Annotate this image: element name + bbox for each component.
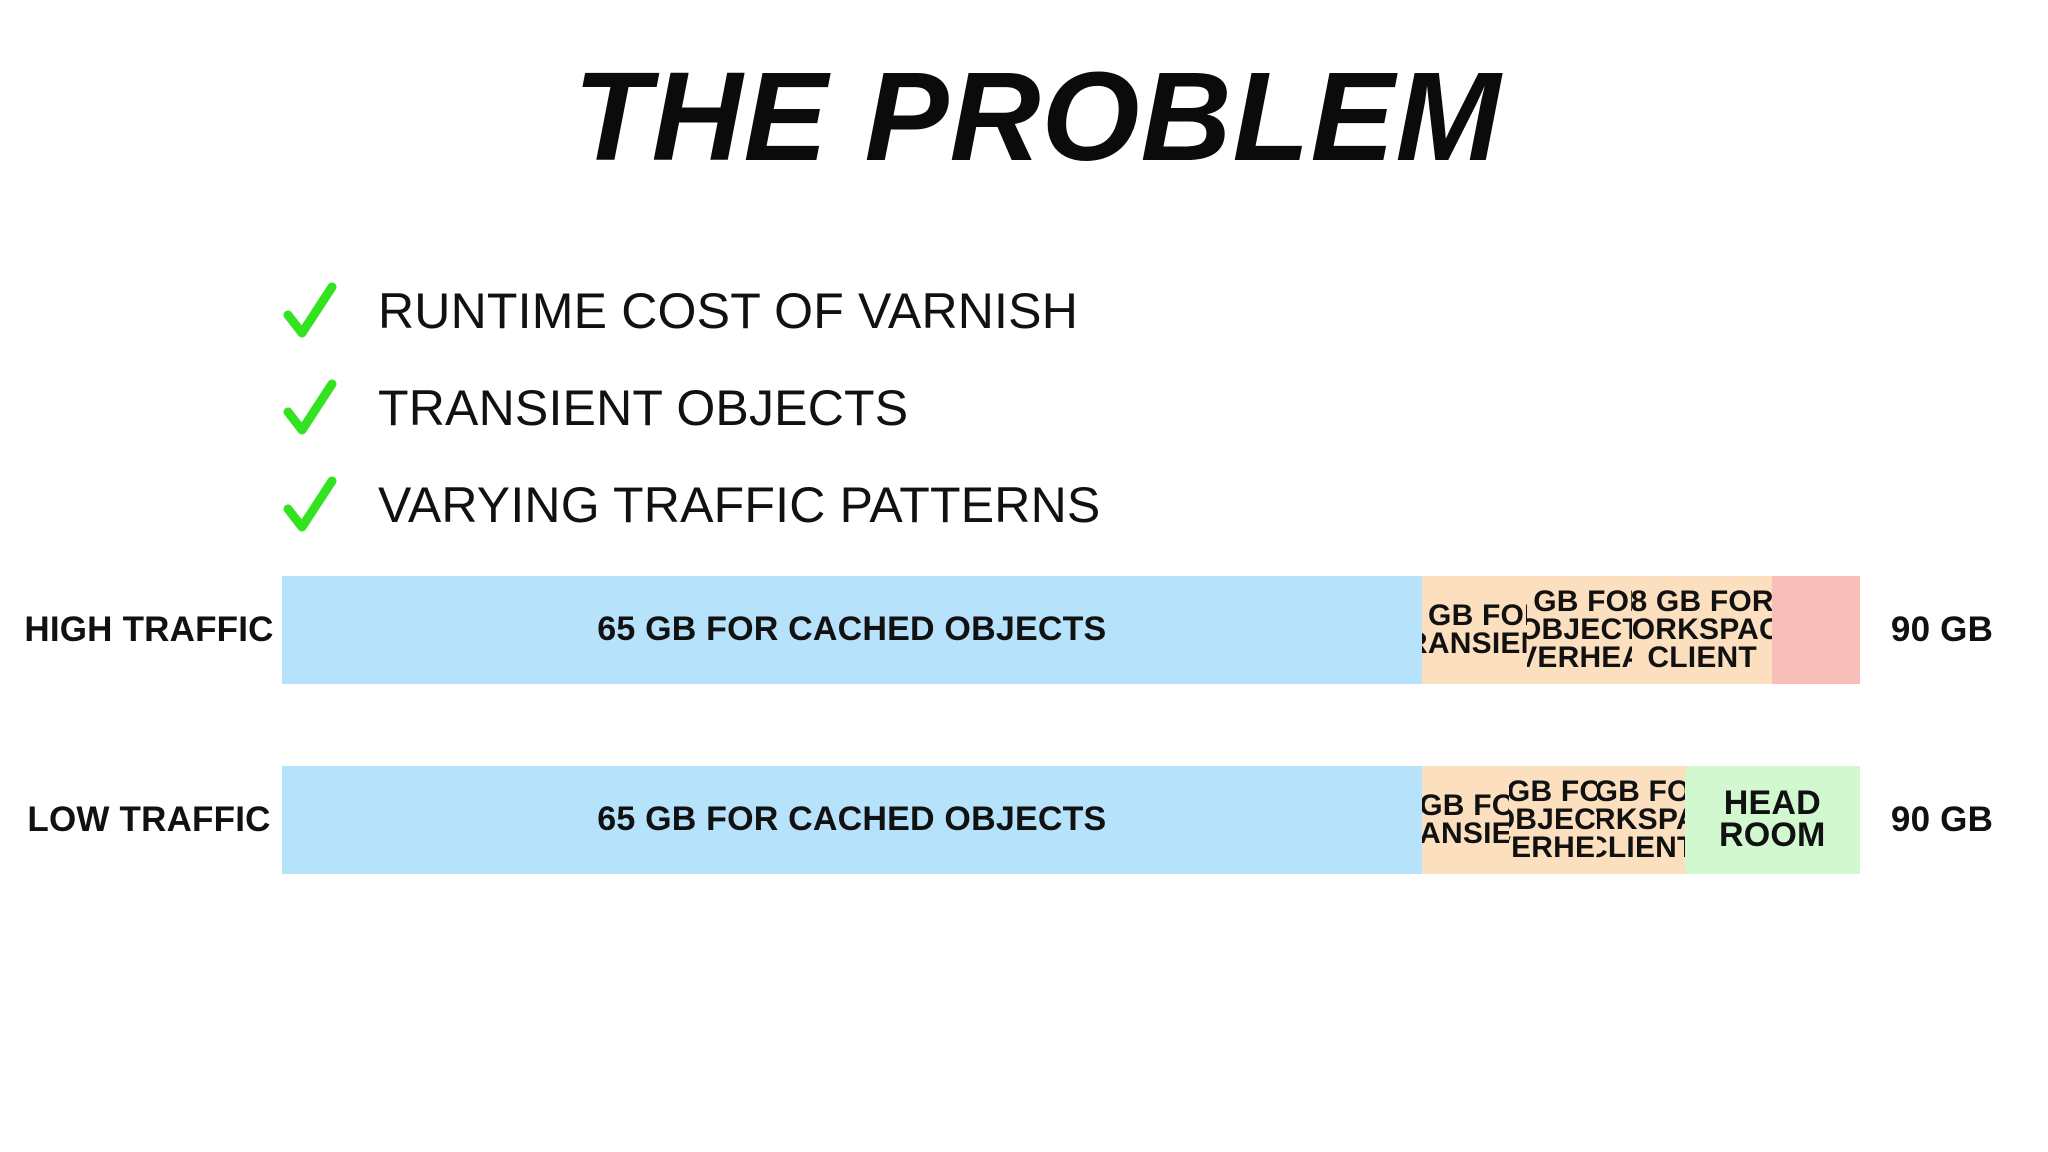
slide-title: THE PROBLEM bbox=[573, 46, 1502, 187]
checklist-item-text: VARYING TRAFFIC PATTERNS bbox=[378, 476, 1101, 533]
checkmark-icon bbox=[282, 376, 338, 440]
high-traffic-total: 90 GB bbox=[1890, 610, 1994, 649]
low-head-room-segment: HEAD ROOM bbox=[1684, 766, 1860, 874]
low-traffic-bar: 65 GB FOR CACHED OBJECTS 5 GB FOR TRANSI… bbox=[282, 766, 1860, 874]
high-object-overhead-segment: 6 GB FOR OBJECT OVERHEAD bbox=[1526, 576, 1633, 684]
low-object-overhead-segment: 5 GB FOR OBJECT OVERHEAD bbox=[1509, 766, 1597, 874]
high-traffic-bar: 65 GB FOR CACHED OBJECTS 6 GB FOR TRANSI… bbox=[282, 576, 1860, 684]
low-traffic-row: LOW TRAFFIC 65 GB FOR CACHED OBJECTS 5 G… bbox=[0, 766, 2048, 874]
checklist: RUNTIME COST OF VARNISH TRANSIENT OBJECT… bbox=[282, 262, 1100, 553]
low-traffic-total: 90 GB bbox=[1890, 800, 1994, 839]
high-traffic-label: HIGH TRAFFIC bbox=[24, 610, 274, 649]
high-transient-segment: 6 GB FOR TRANSIENT bbox=[1421, 576, 1527, 684]
high-cached-objects-segment: 65 GB FOR CACHED OBJECTS bbox=[282, 576, 1422, 684]
checkmark-icon bbox=[282, 279, 338, 343]
checkmark-icon bbox=[282, 473, 338, 537]
high-overflow-segment bbox=[1772, 576, 1860, 684]
checklist-item-text: TRANSIENT OBJECTS bbox=[378, 379, 909, 436]
low-workspace-client-segment: 5 GB FOR WORKSPACE CLIENT bbox=[1596, 766, 1685, 874]
checklist-item: VARYING TRAFFIC PATTERNS bbox=[282, 456, 1100, 553]
low-cached-objects-segment: 65 GB FOR CACHED OBJECTS bbox=[282, 766, 1422, 874]
checklist-item-text: RUNTIME COST OF VARNISH bbox=[378, 282, 1079, 339]
high-traffic-row: HIGH TRAFFIC 65 GB FOR CACHED OBJECTS 6 … bbox=[0, 576, 2048, 684]
low-traffic-label: LOW TRAFFIC bbox=[27, 800, 271, 839]
low-transient-segment: 5 GB FOR TRANSIENT bbox=[1421, 766, 1510, 874]
checklist-item: RUNTIME COST OF VARNISH bbox=[282, 262, 1100, 359]
checklist-item: TRANSIENT OBJECTS bbox=[282, 359, 1100, 456]
high-workspace-client-segment: 8 GB FOR WORKSPACE CLIENT bbox=[1632, 576, 1773, 684]
